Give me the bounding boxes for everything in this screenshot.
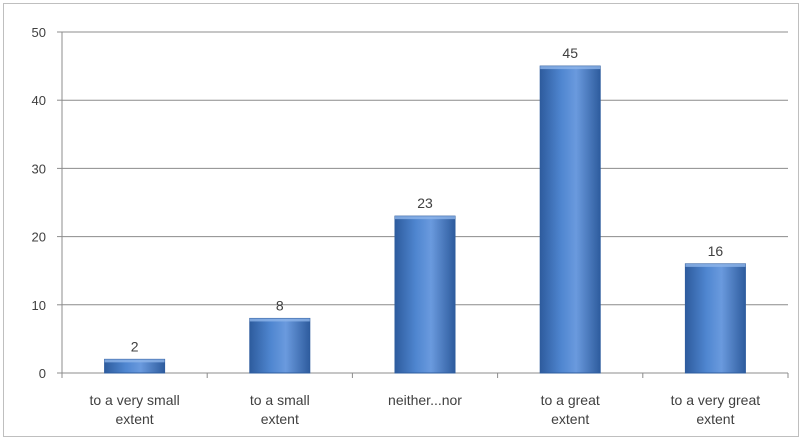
bar-top-highlight [685, 263, 746, 267]
category-label-line: neither...nor [388, 392, 462, 408]
data-label: 45 [562, 45, 578, 61]
category-label-line: to a very great [671, 392, 761, 408]
category-label-line: to a very small [89, 392, 179, 408]
data-label: 23 [417, 195, 433, 211]
bar-top-highlight [249, 318, 310, 322]
category-label-line: extent [696, 411, 734, 427]
bars [104, 65, 746, 374]
y-tick-label: 30 [32, 161, 46, 176]
category-label-line: extent [116, 411, 154, 427]
y-tick-label: 40 [32, 93, 46, 108]
y-tick-label: 50 [32, 25, 46, 40]
category-label-line: to a great [541, 392, 600, 408]
category-label: to a very great extent [671, 392, 761, 427]
category-label: to a small extent [250, 392, 310, 427]
labels: 0 10 20 30 40 50 2 to a very small extent 8 to a s… [32, 25, 761, 427]
category-label-line: extent [551, 411, 589, 427]
data-label: 2 [131, 338, 139, 354]
y-tick-label: 20 [32, 230, 46, 245]
bar [684, 263, 746, 374]
category-label: to a very small extent [89, 392, 179, 427]
y-tick-label: 0 [39, 366, 46, 381]
data-label: 16 [708, 243, 724, 259]
bar-top-highlight [395, 216, 455, 220]
data-label: 8 [276, 297, 284, 313]
bar [249, 317, 311, 374]
category-label: neither...nor [388, 392, 462, 408]
category-label: to a great extent [541, 392, 600, 427]
bar [394, 215, 456, 374]
bar-top-highlight [540, 66, 601, 70]
bar-top-highlight [104, 359, 165, 363]
y-tick-label: 10 [32, 298, 46, 313]
category-label-line: extent [261, 411, 299, 427]
bar [539, 65, 601, 374]
category-label-line: to a small [250, 392, 310, 408]
